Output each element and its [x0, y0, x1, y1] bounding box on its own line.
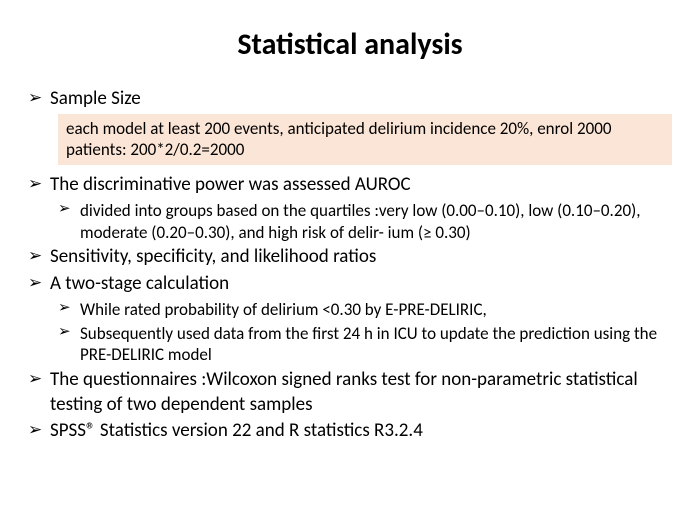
bullet-two-stage: A two-stage calculation: [28, 272, 672, 297]
bullet-wilcoxon: The questionnaires :Wilcoxon signed rank…: [28, 368, 672, 417]
bullet-two-stage-sub1: While rated probability of delirium <0.3…: [58, 299, 672, 321]
bullet-sens-spec: Sensitivity, specificity, and likelihood…: [28, 245, 672, 270]
bullet-auroc-sub: divided into groups based on the quartil…: [58, 200, 672, 244]
highlight-sample-size-detail: each model at least 200 events, anticipa…: [58, 114, 672, 166]
slide: Statistical analysis Sample Size each mo…: [0, 0, 700, 526]
bullet-auroc: The discriminative power was assessed AU…: [28, 173, 672, 198]
slide-title: Statistical analysis: [28, 26, 672, 63]
bullet-two-stage-sub2: Subsequently used data from the first 24…: [58, 323, 672, 367]
bullet-spss: SPSS® Statistics version 22 and R statis…: [28, 419, 672, 444]
bullet-sample-size: Sample Size: [28, 87, 672, 112]
bullet-list: Sample Size each model at least 200 even…: [28, 87, 672, 444]
